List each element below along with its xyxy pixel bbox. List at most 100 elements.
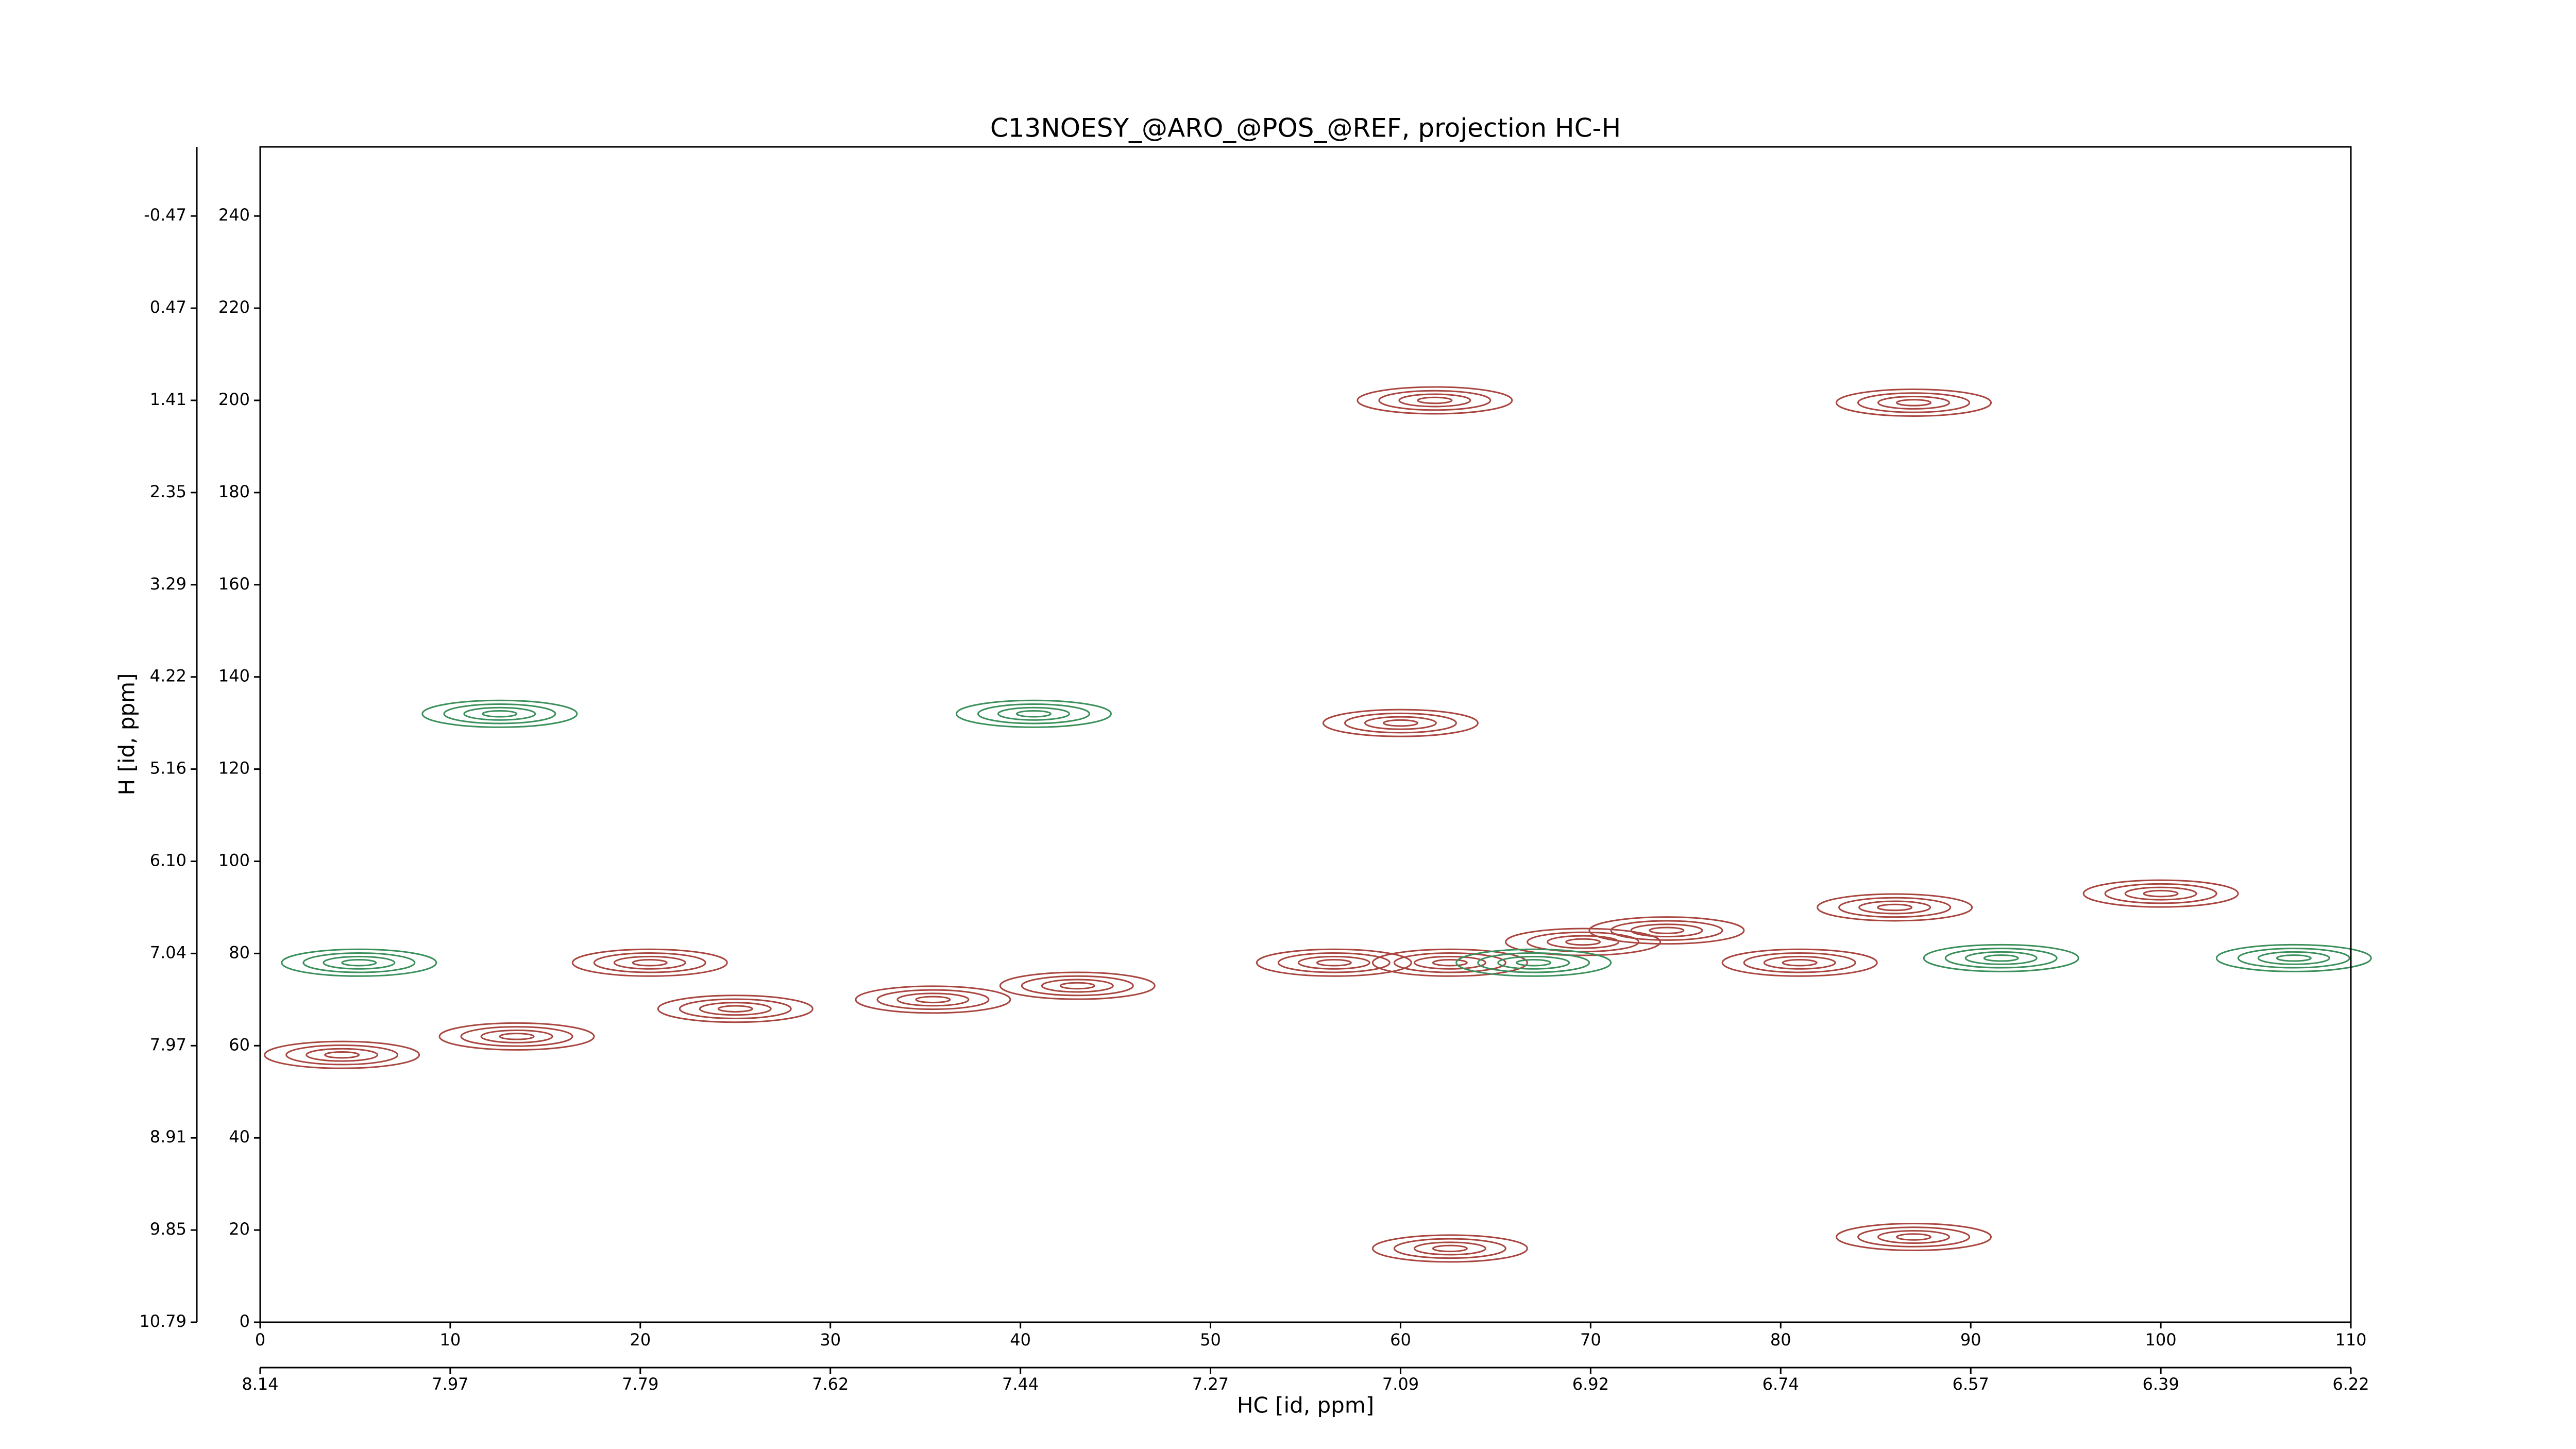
contour-level [421, 699, 578, 728]
contour-level [1364, 716, 1437, 730]
contour-level [896, 992, 970, 1007]
contour-level [460, 1026, 573, 1047]
contour-level [1817, 893, 1973, 922]
y2-tick-label: 1.41 [150, 390, 187, 409]
contour-level [1944, 948, 2058, 969]
contour-level [499, 1033, 535, 1040]
contour-level [1527, 931, 1640, 953]
contour-level [463, 706, 536, 721]
x-tick-label: 50 [1200, 1330, 1221, 1350]
contour-level [2257, 951, 2330, 965]
contour-level [1877, 395, 1951, 410]
contour-level [1297, 955, 1370, 970]
x2-tick-label: 6.39 [2142, 1374, 2179, 1394]
contour-level [443, 703, 556, 724]
y-tick-label: 220 [218, 297, 250, 317]
y2-tick-label: 10.79 [139, 1311, 187, 1331]
y2-tick-label: 4.22 [150, 666, 187, 686]
contour-level [997, 706, 1070, 721]
contour-level [1322, 709, 1479, 737]
y2-tick-label: 2.35 [150, 482, 187, 501]
contour-level [855, 985, 1011, 1014]
contour-level [1059, 982, 1095, 990]
contour-level [1516, 959, 1552, 967]
contour-level [1316, 959, 1352, 967]
contour-level [1763, 955, 1836, 970]
contour-level [1838, 897, 1952, 918]
contour-level [955, 699, 1112, 728]
y-tick-label: 100 [218, 850, 250, 870]
contour-level [1588, 916, 1745, 945]
x2-tick-label: 7.27 [1192, 1374, 1229, 1394]
y-tick-label: 160 [218, 574, 250, 594]
contour-level [1015, 710, 1052, 718]
chart-title: C13NOESY_@ARO_@POS_@REF, projection HC-H [990, 113, 1621, 143]
contour-level [679, 998, 792, 1019]
x2-tick-label: 6.74 [1762, 1374, 1799, 1394]
contour-level [999, 971, 1156, 1000]
contour-level [1836, 388, 1992, 417]
contour-level [1857, 392, 1971, 413]
contour-level [1432, 1244, 1468, 1253]
contour-level [1277, 952, 1391, 973]
contour-level [2124, 886, 2197, 901]
contour-level [1455, 948, 1612, 977]
contour-level [1782, 959, 1818, 967]
contour-level [977, 703, 1090, 724]
contour-level [1357, 386, 1513, 415]
contour-level [1630, 923, 1703, 938]
contour-level [593, 952, 706, 973]
x-axis-label: HC [id, ppm] [1237, 1393, 1374, 1418]
contour-level [1413, 955, 1486, 970]
contour-level [341, 959, 377, 967]
contour-level [285, 1044, 399, 1066]
contour-level [613, 955, 686, 970]
x-tick-label: 90 [1960, 1330, 1981, 1350]
contour-level [1505, 928, 1662, 956]
x2-tick-label: 6.22 [2332, 1374, 2369, 1394]
contour-level [571, 948, 728, 977]
contour-level [1547, 935, 1620, 949]
contour-level [1721, 948, 1878, 977]
contour-level [281, 948, 437, 977]
contour-level [1877, 1230, 1951, 1244]
x2-tick-label: 7.44 [1002, 1374, 1039, 1394]
x2-tick-label: 7.62 [812, 1374, 849, 1394]
y-tick-label: 20 [229, 1219, 250, 1239]
contour-level [2104, 883, 2217, 904]
y-tick-label: 40 [229, 1127, 250, 1147]
contour-level [2215, 943, 2372, 972]
contour-level [482, 710, 518, 718]
contour-level [2276, 954, 2312, 962]
contour-level [1610, 920, 1723, 941]
contour-level [1649, 926, 1685, 934]
contour-level [699, 1002, 772, 1016]
y2-tick-label: 7.04 [150, 942, 187, 962]
x-tick-label: 70 [1580, 1330, 1601, 1350]
contour-level [2082, 879, 2239, 908]
y2-tick-label: 5.16 [150, 759, 187, 778]
contour-level [1743, 952, 1856, 973]
contour-level [1896, 1233, 1932, 1241]
y2-tick-label: 7.97 [150, 1035, 187, 1054]
contour-level [1041, 979, 1114, 993]
contour-level [1964, 951, 2038, 965]
y2-tick-label: 3.29 [150, 574, 187, 594]
x2-tick-label: 8.14 [242, 1374, 278, 1394]
contour-level [1432, 959, 1468, 967]
contour-level [1877, 903, 1913, 912]
y2-tick-label: 6.10 [150, 850, 187, 870]
contour-level [876, 989, 990, 1010]
contours [264, 386, 2372, 1263]
x-tick-label: 40 [1010, 1330, 1031, 1350]
y-tick-label: 60 [229, 1035, 250, 1054]
contour-level [1393, 952, 1506, 973]
contour-level [1497, 955, 1570, 970]
contour-level [1378, 390, 1492, 411]
contour-level [2237, 948, 2350, 969]
y2-tick-label: -0.47 [144, 205, 187, 225]
contour-level [1857, 1226, 1971, 1248]
contour-level [323, 955, 396, 970]
